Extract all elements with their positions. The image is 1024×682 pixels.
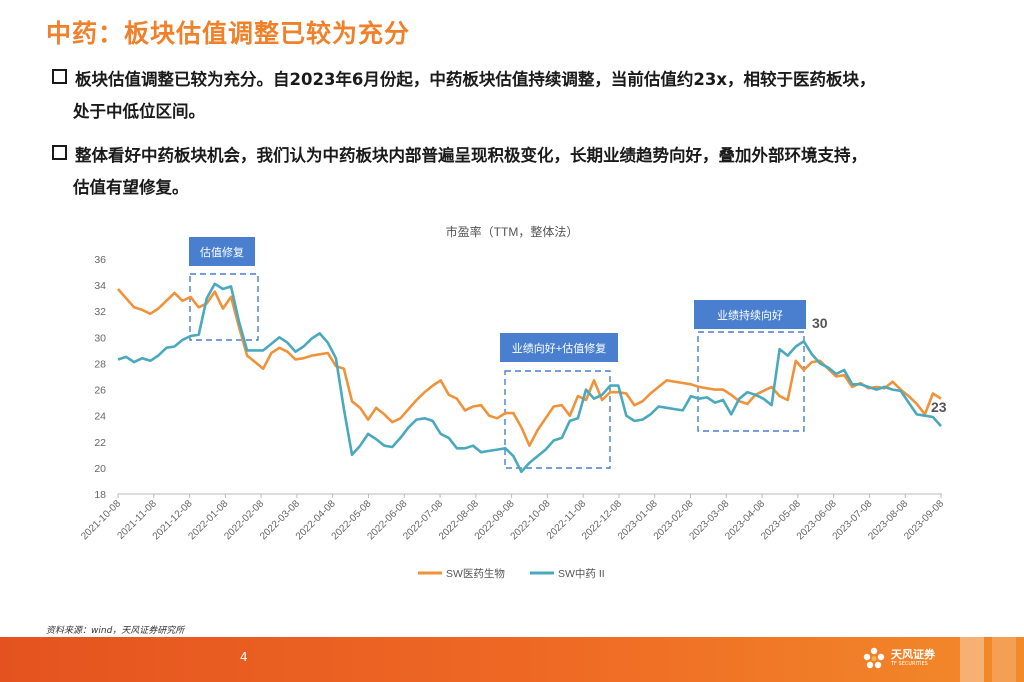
end-label-23: 23 xyxy=(931,399,947,415)
chart-title: 市盈率（TTM，整体法） xyxy=(446,224,579,239)
checkbox-bullet-icon xyxy=(52,145,67,160)
source-note: 资料来源：wind，天风证券研究所 xyxy=(46,626,185,636)
company-logo: 天风证券 TF SECURITIES xyxy=(862,646,935,670)
annotation-label-bg-3 xyxy=(694,300,806,329)
footer-bar xyxy=(0,637,1024,682)
legend-label-teal: SW中药 II xyxy=(558,567,605,580)
y-tick-label: 20 xyxy=(94,463,106,475)
series-line-sw-pharma xyxy=(117,288,942,448)
annotation-box-valuation-repair xyxy=(189,273,259,341)
series-line-sw-tcm xyxy=(117,282,942,474)
legend: SW医药生物 SW中药 II xyxy=(418,567,605,580)
y-tick-label: 22 xyxy=(94,437,106,449)
flower-logo-icon xyxy=(863,647,885,669)
y-tick-label: 18 xyxy=(94,489,106,501)
annotation-label-1: 估值修复 xyxy=(200,245,244,259)
pe-ratio-chart: 市盈率（TTM，整体法） 18 20 22 24 26 28 30 32 34 36 2021-1… xyxy=(79,224,947,580)
bullet-2-line-1: 整体看好中药板块机会，我们认为中药板块内部普遍呈现积极变化，长期业绩趋势向好，叠… xyxy=(75,146,867,165)
annotation-label-2: 业绩向好+估值修复 xyxy=(512,341,606,355)
y-tick-label: 24 xyxy=(94,411,106,423)
y-tick-label: 26 xyxy=(94,385,106,397)
page-title: 中药：板块估值调整已较为充分 xyxy=(46,19,411,48)
y-tick-label: 28 xyxy=(94,358,106,370)
annotation-box-earnings-valuation xyxy=(504,370,611,469)
footer-decoration xyxy=(992,637,1016,682)
annotation-box-earnings-improving xyxy=(697,331,805,432)
bullet-1-line-2: 处于中低位区间。 xyxy=(73,102,205,121)
y-tick-label: 34 xyxy=(94,280,106,292)
x-axis: 2021-10-082021-11-082021-12-082022-01-08… xyxy=(79,494,946,542)
bullet-point-2: 整体看好中药板块机会，我们认为中药板块内部普遍呈现积极变化，长期业绩趋势向好，叠… xyxy=(52,140,982,204)
bullet-2-line-2: 估值有望修复。 xyxy=(73,178,189,197)
annotation-label-3: 业绩持续向好 xyxy=(717,308,783,322)
y-tick-label: 30 xyxy=(94,332,106,344)
series-layer xyxy=(117,282,942,474)
logo-text-cn: 天风证券 xyxy=(891,648,935,661)
end-label-30: 30 xyxy=(812,315,828,331)
checkbox-bullet-icon xyxy=(52,69,67,84)
y-tick-label: 32 xyxy=(94,306,106,318)
page-number: 4 xyxy=(240,650,248,664)
y-axis: 18 20 22 24 26 28 30 32 34 36 xyxy=(94,254,106,501)
annotation-label-bg-2 xyxy=(500,333,618,362)
annotation-label-bg-1 xyxy=(189,237,255,266)
bullet-1-line-1: 板块估值调整已较为充分。自2023年6月份起，中药板块估值持续调整，当前估值约2… xyxy=(75,70,876,89)
logo-text-en: TF SECURITIES xyxy=(891,661,928,667)
legend-label-orange: SW医药生物 xyxy=(446,567,505,580)
footer-decoration xyxy=(960,637,984,682)
y-tick-label: 36 xyxy=(94,254,106,266)
bullet-point-1: 板块估值调整已较为充分。自2023年6月份起，中药板块估值持续调整，当前估值约2… xyxy=(52,64,982,128)
